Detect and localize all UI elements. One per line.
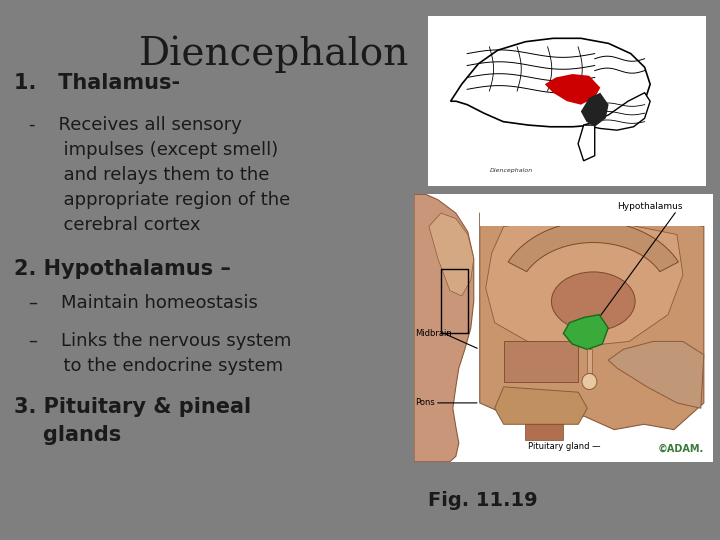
Polygon shape bbox=[545, 74, 600, 105]
Polygon shape bbox=[525, 424, 563, 440]
Text: Pituitary gland —: Pituitary gland — bbox=[528, 442, 600, 451]
Polygon shape bbox=[503, 341, 578, 381]
Polygon shape bbox=[451, 38, 650, 127]
Text: ©ADAM.: ©ADAM. bbox=[657, 444, 704, 454]
Ellipse shape bbox=[552, 272, 635, 330]
Text: –    Links the nervous system
      to the endocrine system: – Links the nervous system to the endocr… bbox=[29, 332, 291, 375]
Polygon shape bbox=[608, 341, 704, 408]
Text: -    Receives all sensory
      impulses (except smell)
      and relays them to: - Receives all sensory impulses (except … bbox=[29, 116, 290, 234]
Polygon shape bbox=[486, 219, 683, 347]
Polygon shape bbox=[480, 208, 704, 430]
Polygon shape bbox=[563, 315, 608, 349]
Text: Hypothalamus: Hypothalamus bbox=[618, 202, 683, 212]
Bar bbox=[480, 194, 704, 226]
Text: Midbrain: Midbrain bbox=[415, 329, 452, 338]
Polygon shape bbox=[495, 387, 588, 424]
Text: 2. Hypothalamus –: 2. Hypothalamus – bbox=[14, 259, 231, 279]
Polygon shape bbox=[578, 125, 595, 161]
Text: Diencephalon: Diencephalon bbox=[138, 35, 409, 72]
Polygon shape bbox=[414, 194, 474, 462]
Text: 1.   Thalamus-: 1. Thalamus- bbox=[14, 73, 181, 93]
Polygon shape bbox=[588, 349, 592, 374]
Ellipse shape bbox=[582, 374, 597, 389]
Text: Pons: Pons bbox=[415, 399, 436, 407]
Polygon shape bbox=[581, 93, 608, 127]
Text: Diencephalon: Diencephalon bbox=[490, 168, 534, 173]
Polygon shape bbox=[584, 93, 650, 130]
Text: Fig. 11.19: Fig. 11.19 bbox=[428, 491, 538, 510]
Polygon shape bbox=[429, 213, 474, 296]
Text: –    Maintain homeostasis: – Maintain homeostasis bbox=[29, 294, 258, 312]
Text: 3. Pituitary & pineal
    glands: 3. Pituitary & pineal glands bbox=[14, 397, 251, 445]
Polygon shape bbox=[508, 221, 678, 272]
